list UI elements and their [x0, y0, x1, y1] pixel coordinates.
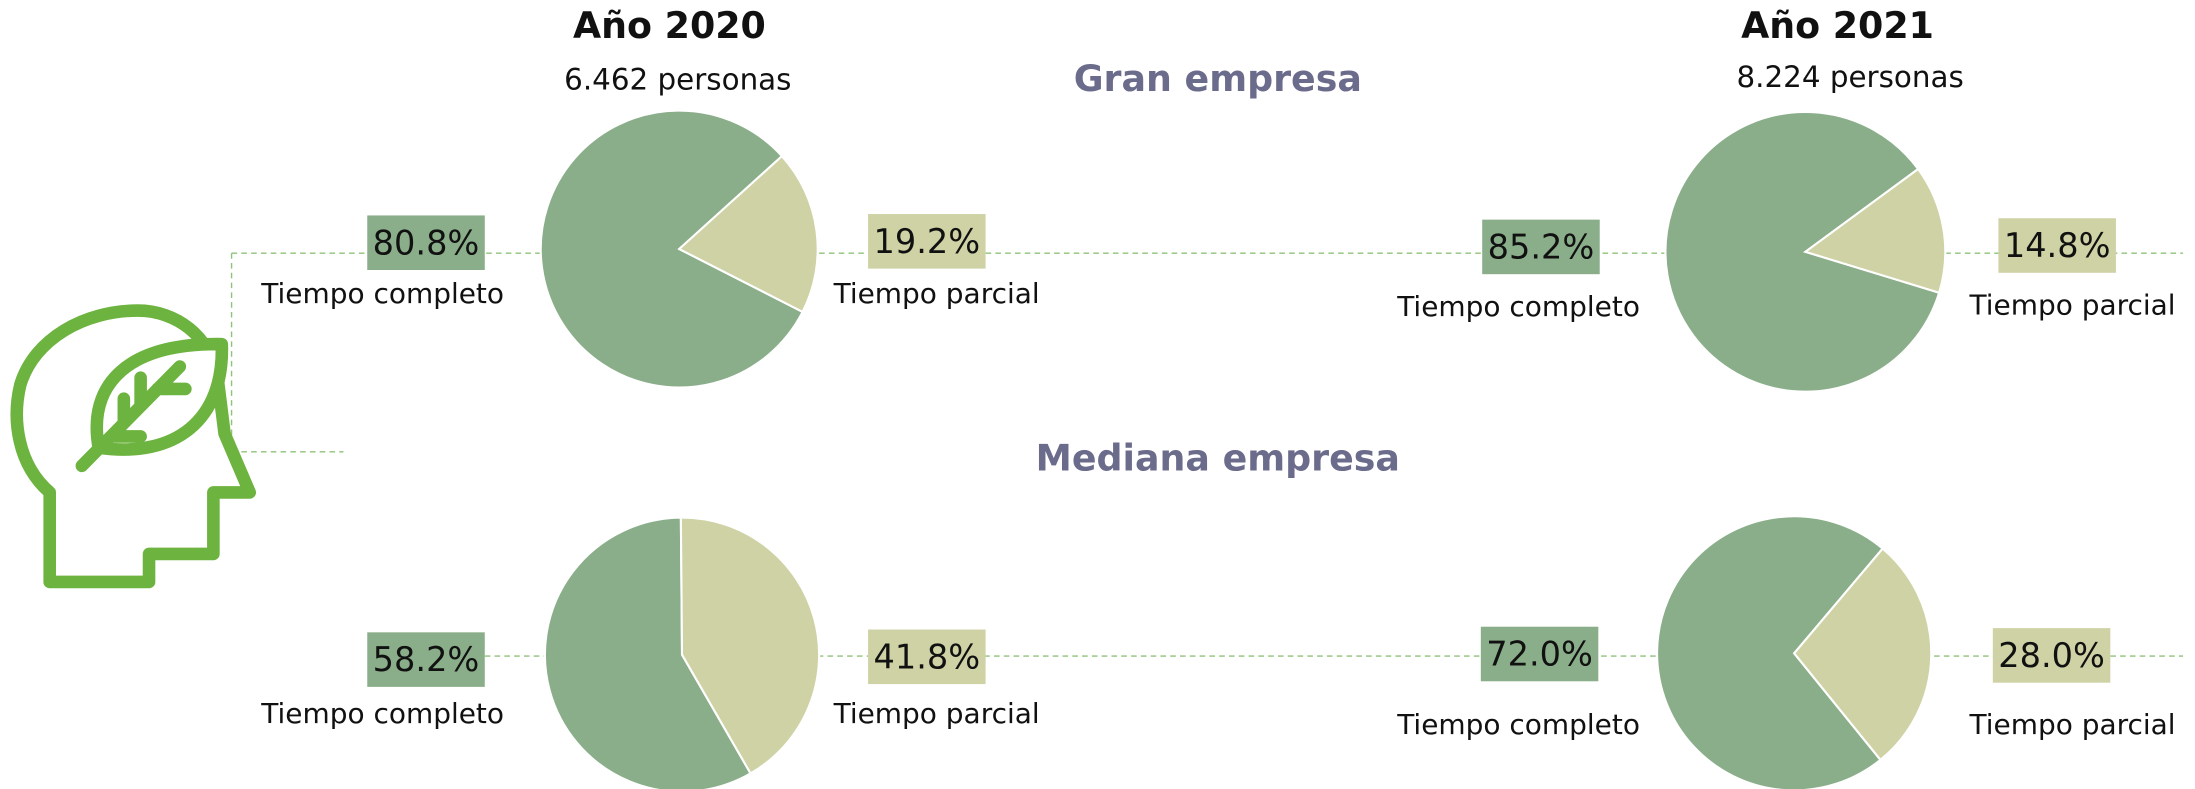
value-box [1480, 626, 1599, 682]
row-title: Mediana empresa [1036, 436, 1400, 479]
column-title: Año 2020 [573, 4, 766, 47]
category-label: Tiempo parcial [833, 277, 1040, 310]
value-label: 72.0% [1486, 635, 1593, 674]
pie-slice [1656, 515, 1885, 789]
value-box [367, 632, 485, 687]
pie-slice [543, 516, 752, 789]
row-title: Gran empresa [1074, 57, 1362, 100]
pie-slice [539, 109, 805, 389]
value-label: 19.2% [874, 222, 981, 261]
value-label: 41.8% [874, 637, 981, 676]
pie-slice [679, 516, 821, 775]
value-label: 28.0% [1998, 636, 2105, 675]
value-box [367, 215, 485, 270]
category-label: Tiempo parcial [1969, 288, 2176, 321]
category-label: Tiempo completo [260, 277, 504, 310]
pie-slice [1792, 547, 1933, 762]
category-label: Tiempo completo [1396, 708, 1640, 741]
value-box [1482, 219, 1600, 275]
category-label: Tiempo completo [260, 697, 504, 730]
pie-slice [1803, 167, 1947, 295]
leaf-veins [75, 360, 192, 473]
value-box [1998, 218, 2116, 273]
value-box [868, 214, 986, 269]
category-label: Tiempo parcial [833, 697, 1040, 730]
value-label: 85.2% [1488, 228, 1595, 267]
value-label: 80.8% [373, 223, 480, 262]
column-subtitle: 6.462 personas [564, 63, 791, 97]
category-label: Tiempo parcial [1969, 708, 2176, 741]
pie-slice [677, 154, 819, 314]
icon [10, 304, 257, 589]
value-label: 58.2% [373, 640, 480, 679]
category-label: Tiempo completo [1396, 290, 1640, 323]
value-box [1992, 628, 2111, 683]
column-title: Año 2021 [1741, 4, 1934, 47]
pie-slice [1664, 110, 1941, 393]
column-subtitle: 8.224 personas [1736, 60, 1963, 94]
value-box [868, 629, 986, 685]
value-label: 14.8% [2004, 226, 2111, 265]
